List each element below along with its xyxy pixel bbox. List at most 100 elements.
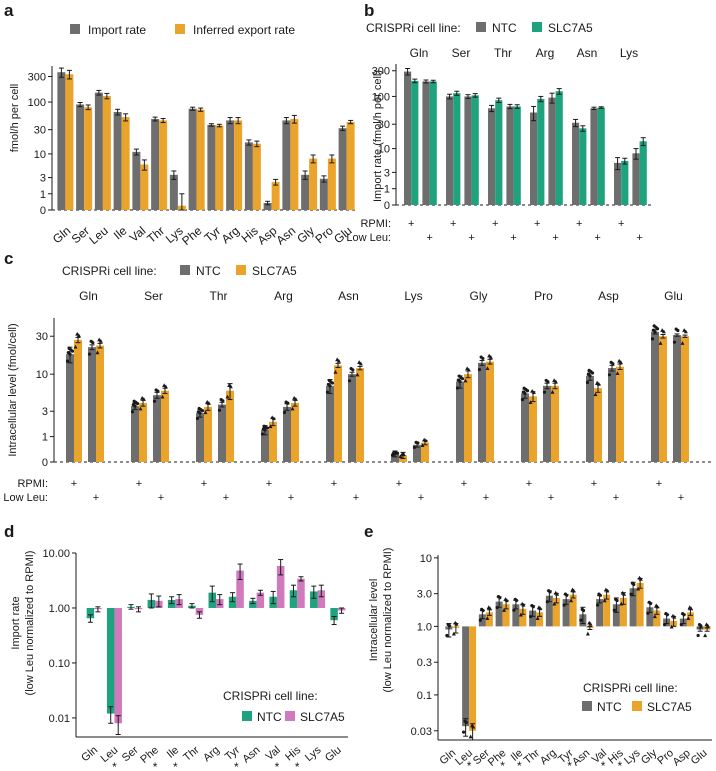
panel-b-ytick-label-3: 10 <box>378 144 390 156</box>
legend-d-title: CRISPRi cell line: <box>223 689 318 703</box>
panel-c-rpmi-mark-gly: + <box>461 478 467 490</box>
panel-c-bar-ntc-low-leu-glu <box>673 335 681 462</box>
panel-c-category-pro: Pro <box>534 289 553 303</box>
panel-c-points-3-asn <box>358 361 363 366</box>
panel-d-xtick-ser: Ser <box>120 744 141 764</box>
panel-c-points-3-thr <box>225 394 230 399</box>
panel-c-ytick-label-4: 30 <box>36 331 48 343</box>
panel-b-category-thr: Thr <box>494 46 512 60</box>
panel-c-points-2-arg <box>286 401 290 405</box>
panel-b-bar-slc7a5-rpmi-thr <box>495 100 503 205</box>
panel-c-points-2-gly <box>481 356 485 361</box>
panel-c-category-thr: Thr <box>210 289 228 303</box>
panel-d-xtick-glu: Glu <box>323 744 344 764</box>
panel-d-ylabel: Import rate <box>10 596 22 649</box>
panel-c-points-1-gln <box>73 344 78 349</box>
panel-b-bar-ntc-low-leu-gln <box>422 81 430 205</box>
panel-b-category-arg: Arg <box>536 46 555 60</box>
panel-a-bar-export-ile <box>121 117 130 210</box>
panel-c-bar-ntc-low-leu-asp <box>608 368 616 462</box>
panel-c-bar-ntc-low-leu-gln <box>88 347 96 462</box>
panel-e-points-ntc-ile <box>512 608 516 612</box>
panel-b-bar-slc7a5-rpmi-ser <box>453 93 461 205</box>
panel-d-bar-ntc-his <box>289 590 298 608</box>
panel-b-bar-slc7a5-rpmi-lys <box>621 160 629 205</box>
panel-c-bar-ntc-rpmi-pro <box>521 393 529 462</box>
legend-a-swatch-import <box>70 24 80 34</box>
panel-b-bar-ntc-rpmi-arg <box>530 112 538 205</box>
panel-c-ylabel: Intracellular level (fmol/cell) <box>7 323 19 456</box>
panel-b-bar-ntc-low-leu-thr <box>506 106 514 205</box>
panel-c-points-1-pro <box>528 400 533 404</box>
panel-c-bar-ntc-low-leu-lys <box>413 444 421 462</box>
panel-d-xtick-gln: Gln <box>79 744 100 764</box>
panel-b-ytick-label-1: 1 <box>384 184 390 196</box>
panel-b-bar-ntc-low-leu-asn <box>590 108 598 205</box>
panel-d-xtick-leu: Leu <box>99 744 121 765</box>
panel-b-bar-slc7a5-low-leu-ser <box>471 95 479 205</box>
panel-a-bar-export-his <box>252 143 261 210</box>
panel-c-lowleu-mark-ser: + <box>158 492 164 504</box>
panel-e-points-ntc-gly <box>648 601 653 606</box>
panel-e-points-slc7a5-ile <box>521 602 526 607</box>
panel-c-category-gln: Gln <box>79 289 98 303</box>
panel-b-lowleu-mark-lys: + <box>636 232 642 244</box>
panel-c-points-0-pro <box>525 389 530 393</box>
panel-c-points-2-glu <box>676 328 680 333</box>
legend-c-swatch-ntc <box>180 265 190 275</box>
panel-c-points-2-asp <box>611 362 615 366</box>
panel-e-points-slc7a5-tyr <box>569 598 574 603</box>
panel-c-bar-slc7a5-low-leu-gln <box>96 345 104 462</box>
panel-a-xtick-leu: Leu <box>86 224 110 248</box>
panel-label-b: b <box>364 1 374 20</box>
panel-b-ytick-label-2: 3 <box>384 167 390 179</box>
panel-d-xtick-arg: Arg <box>201 744 222 764</box>
panel-a-bar-export-gly <box>309 158 318 210</box>
panel-c-bar-ntc-rpmi-asp <box>586 375 594 462</box>
panel-a-ytick-label-2: 3 <box>40 173 46 185</box>
panel-e-points-ntc-thr <box>529 614 533 619</box>
panel-e-points-slc7a5-gln <box>454 621 459 626</box>
panel-e-bar-slc7a5-his <box>619 597 627 627</box>
panel-d-significance-tyr: * <box>234 760 239 771</box>
panel-d-bar-slc7a5-tyr <box>236 570 244 608</box>
panel-b-ytick-label-6: 300 <box>372 66 390 78</box>
legend-e-slc7a5-label: SLC7A5 <box>647 700 692 714</box>
panel-d-bar-ntc-glu <box>330 607 338 621</box>
panel-a-ylabel: fmol/h per cell <box>9 84 21 152</box>
legend-a: Import rate Inferred export rate <box>70 23 295 37</box>
panel-c-points-2-thr <box>217 408 222 412</box>
panel-c-rpmi-mark-gln: + <box>71 478 77 490</box>
panel-c-bar-slc7a5-low-leu-ser <box>161 390 169 462</box>
panel-c-lowleu-mark-asn: + <box>353 492 359 504</box>
legend-c-ntc-label: NTC <box>196 264 221 278</box>
panel-c-points-1-lys <box>401 452 406 457</box>
panel-e-xtick-asn: Asn <box>570 747 592 768</box>
panel-b-category-lys: Lys <box>620 46 638 60</box>
panel-c-points-1-glu <box>658 341 663 345</box>
panel-d-bar-slc7a5-leu <box>114 607 122 724</box>
panel-c-points-2-glu <box>672 340 677 344</box>
panel-a-ytick-label-5: 100 <box>28 97 46 109</box>
panel-e-bar-slc7a5-ile <box>519 608 527 627</box>
panel-b-bar-ntc-rpmi-asn <box>572 122 580 205</box>
panel-label-c: c <box>4 249 13 268</box>
panel-e-points-ntc-phe <box>498 596 502 600</box>
panel-e-points-slc7a5-tyr <box>571 588 576 593</box>
panel-c-bar-slc7a5-low-leu-glu <box>681 336 689 462</box>
panel-e-points-ntc-gln <box>445 633 449 638</box>
panel-c-points-0-gly <box>458 379 462 384</box>
panel-c-bar-ntc-rpmi-thr <box>196 413 204 462</box>
panel-c-points-1-gln <box>76 333 81 338</box>
panel-b-lowleu-mark-arg: + <box>552 232 558 244</box>
panel-e-significance-phe: * <box>500 759 505 771</box>
panel-e-points-ntc-tyr <box>562 603 566 607</box>
panel-b-rpmi-mark-asn: + <box>576 218 582 230</box>
panel-e-points-slc7a5-ser <box>485 616 490 620</box>
panel-c-bar-slc7a5-low-leu-gly <box>486 361 494 462</box>
panel-c-points-0-thr <box>195 416 200 420</box>
panel-c-lowleu-mark-thr: + <box>223 492 229 504</box>
panel-c-bar-slc7a5-rpmi-gln <box>74 339 82 462</box>
panel-b-rpmi-mark-gln: + <box>408 218 414 230</box>
